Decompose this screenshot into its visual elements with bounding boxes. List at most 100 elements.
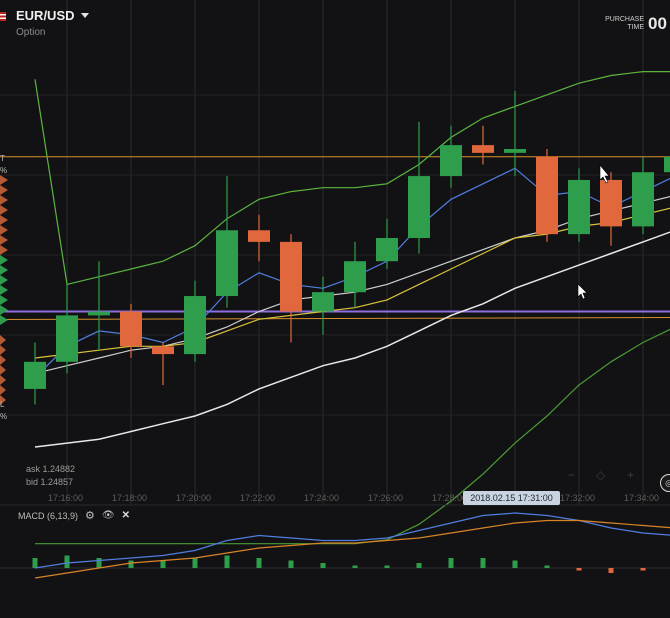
candle-up bbox=[568, 179, 590, 235]
macd-header: MACD (6,13,9) ⚙ 👁 ✕ bbox=[18, 509, 130, 522]
macd-line bbox=[34, 512, 670, 569]
side-top-letter: T bbox=[0, 154, 5, 163]
strike-marker bbox=[0, 265, 8, 275]
candle-up bbox=[88, 311, 110, 316]
macd-panel bbox=[32, 512, 670, 579]
purchase-time-value: 00 bbox=[648, 14, 667, 33]
macd-histogram-bar bbox=[576, 568, 582, 571]
macd-title: MACD (6,13,9) bbox=[18, 510, 79, 521]
bid-price: bid 1.24857 bbox=[26, 477, 74, 487]
support-line-2 bbox=[0, 317, 670, 321]
pointer-cursor-icon bbox=[577, 283, 588, 300]
plus-icon[interactable]: + bbox=[627, 468, 635, 482]
macd-histogram-bar bbox=[32, 558, 38, 568]
strike-marker bbox=[0, 365, 6, 375]
macd-histogram-bar bbox=[96, 558, 102, 568]
crosshair-icon[interactable]: ◇ bbox=[596, 468, 606, 482]
macd-histogram-bar bbox=[448, 558, 454, 568]
macd-histogram-bar bbox=[320, 563, 326, 568]
strike-marker bbox=[0, 255, 8, 265]
strike-markers bbox=[0, 175, 8, 405]
time-tick-label: 17:34:00 bbox=[624, 493, 660, 503]
candle-up bbox=[216, 230, 238, 297]
us-flag-icon bbox=[0, 12, 6, 21]
candle-down bbox=[280, 241, 302, 312]
candle-up bbox=[56, 315, 78, 362]
time-tick-label: 17:16:00 bbox=[48, 493, 84, 503]
candle-up bbox=[440, 145, 462, 177]
time-tick-label: 17:18:00 bbox=[112, 493, 148, 503]
bollinger-lower-line bbox=[35, 328, 670, 545]
macd-histogram-bar bbox=[192, 558, 198, 568]
strike-marker bbox=[0, 215, 8, 225]
macd-histogram-bar bbox=[640, 568, 646, 571]
time-tick-label: 17:20:00 bbox=[176, 493, 212, 503]
pointer-cursor-icon-2 bbox=[577, 283, 588, 300]
macd-histogram-bar bbox=[608, 568, 614, 573]
strike-marker bbox=[0, 315, 8, 325]
strike-marker bbox=[0, 175, 8, 185]
candle-down bbox=[120, 311, 142, 347]
strike-marker bbox=[0, 195, 8, 205]
strike-marker bbox=[0, 235, 8, 245]
purchase-time-label: PURCHASE TIME bbox=[605, 16, 644, 32]
crosshair-time-label: 2018.02.15 17:31:00 bbox=[463, 491, 560, 505]
macd-grid bbox=[0, 504, 670, 569]
gear-icon[interactable]: ⚙ bbox=[85, 510, 95, 522]
bollinger-upper-line bbox=[34, 71, 670, 286]
strike-marker bbox=[0, 385, 6, 395]
candle-up bbox=[312, 292, 334, 312]
candle-down bbox=[600, 179, 622, 227]
strike-marker bbox=[0, 375, 6, 385]
strike-marker bbox=[0, 275, 8, 285]
candle-down bbox=[472, 145, 494, 153]
time-tick-label: 17:22:00 bbox=[240, 493, 276, 503]
strike-marker bbox=[0, 355, 6, 365]
side-bottom-pct: % bbox=[0, 412, 8, 421]
candle-up bbox=[24, 361, 46, 389]
candles bbox=[24, 90, 670, 405]
time-tick-label: 17:32:00 bbox=[560, 493, 596, 503]
macd-histogram-bar bbox=[416, 563, 422, 568]
time-tick-label: 17:24:00 bbox=[304, 493, 340, 503]
strike-marker bbox=[0, 205, 8, 215]
close-icon[interactable]: ✕ bbox=[121, 510, 130, 521]
strike-marker bbox=[0, 225, 8, 235]
macd-histogram-bar bbox=[544, 565, 550, 568]
candle-up bbox=[184, 296, 206, 355]
chart-grid bbox=[0, 0, 670, 505]
minus-icon[interactable]: − bbox=[568, 468, 576, 482]
candle-up bbox=[632, 172, 654, 227]
macd-histogram-bar bbox=[64, 555, 70, 568]
time-tick-label: 17:26:00 bbox=[368, 493, 404, 503]
macd-histogram-bar bbox=[352, 565, 358, 568]
macd-histogram-bar bbox=[512, 560, 518, 568]
candle-down bbox=[248, 230, 270, 242]
purchase-label-line1: PURCHASE bbox=[605, 16, 644, 23]
eye-icon[interactable]: 👁 bbox=[101, 510, 115, 521]
strike-marker bbox=[0, 335, 6, 345]
candle-down bbox=[152, 346, 174, 355]
macd-histogram-bar bbox=[224, 555, 230, 568]
asset-selector[interactable]: EUR/USD bbox=[16, 8, 89, 23]
candle-down bbox=[536, 156, 558, 235]
purchase-label-line2: TIME bbox=[627, 24, 644, 31]
time-tick-label: 17:28:00 bbox=[432, 493, 468, 503]
macd-histogram-bar bbox=[128, 560, 134, 568]
macd-histogram-bar bbox=[384, 565, 390, 568]
side-bottom-letter: L bbox=[0, 400, 5, 409]
moving-average-long-line bbox=[34, 231, 670, 448]
asset-name: EUR/USD bbox=[16, 8, 75, 23]
strike-marker bbox=[0, 285, 8, 295]
strike-marker bbox=[0, 345, 6, 355]
asset-type: Option bbox=[16, 27, 46, 38]
pointer-cursor-icon bbox=[599, 164, 610, 184]
header-bar: EUR/USD Option PURCHASE TIME 00 bbox=[0, 0, 670, 44]
strike-marker bbox=[0, 295, 8, 305]
pointer-cursor-icon bbox=[599, 164, 610, 184]
strike-marker bbox=[0, 305, 8, 315]
strike-marker bbox=[0, 395, 6, 405]
chevron-down-icon bbox=[80, 13, 89, 18]
